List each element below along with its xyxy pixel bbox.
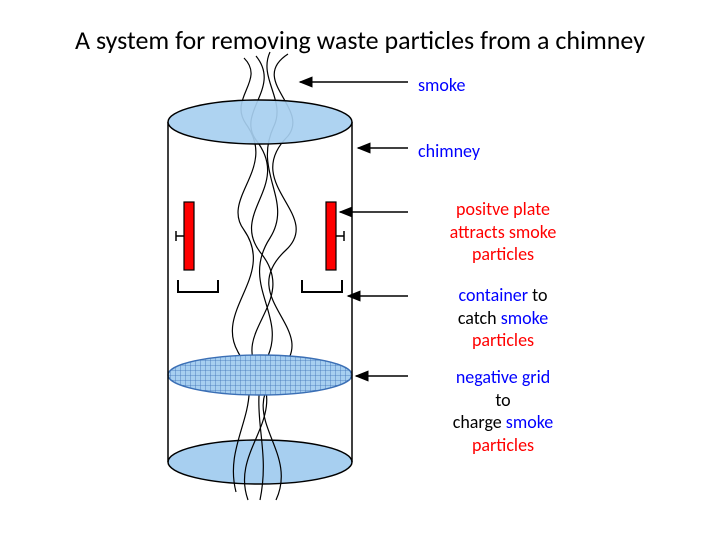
label-smoke: smoke	[418, 74, 465, 97]
diagram-stage: A system for removing waste particles fr…	[0, 0, 720, 540]
label-container: container tocatch smokeparticles	[418, 284, 588, 352]
diagram-svg	[0, 0, 720, 540]
label-chimney: chimney	[418, 140, 480, 163]
label-plate: positve plateattracts smokeparticles	[418, 198, 588, 266]
label-grid: negative gridtocharge smokeparticles	[418, 366, 588, 456]
